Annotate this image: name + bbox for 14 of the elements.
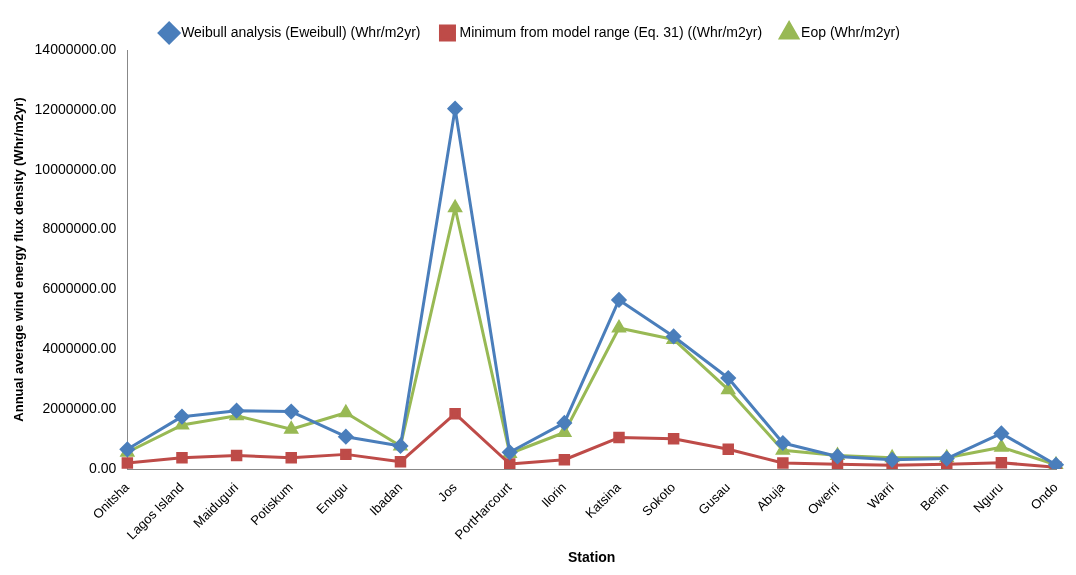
legend-label: Minimum from model range (Eq. 31) ((Whr/m2yr) — [459, 23, 763, 40]
y-axis-title: Annual average wind energy flux density (Whr/m2yr) — [11, 97, 27, 422]
y-tick-label: 2000000.00 — [42, 400, 117, 417]
y-tick-label: 12000000.00 — [34, 100, 117, 117]
y-tick-label: 10000000.00 — [34, 160, 117, 177]
y-tick-label: 8000000.00 — [42, 220, 117, 237]
y-tick-label: 4000000.00 — [42, 340, 117, 357]
legend-label: Weibull analysis (Eweibull) (Whr/m2yr) — [181, 23, 421, 40]
y-tick-label: 6000000.00 — [42, 280, 117, 297]
legend-label: Eop (Whr/m2yr) — [801, 23, 900, 40]
y-tick-label: 14000000.00 — [34, 40, 117, 57]
y-tick-label: 0.00 — [89, 459, 117, 476]
x-axis-title: Station — [567, 549, 616, 566]
x-tick-label: Jos — [434, 479, 461, 505]
